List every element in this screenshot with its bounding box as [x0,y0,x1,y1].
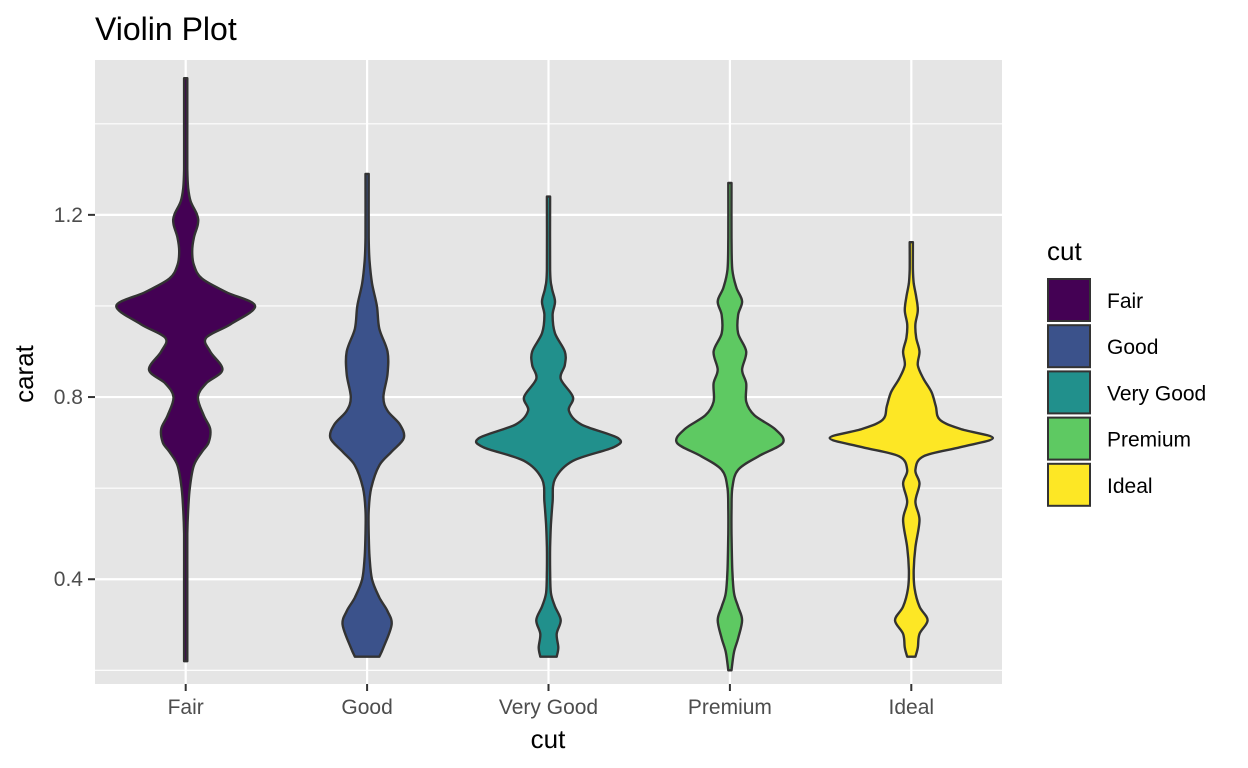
legend-title: cut [1047,236,1082,266]
legend-swatch-fair [1047,278,1091,322]
x-tick-label: Premium [688,696,772,719]
violin-premium [674,181,785,672]
chart-title: Violin Plot [95,11,237,47]
y-axis: 0.4 0.8 1.2 [54,204,95,591]
x-axis-title: cut [531,724,566,754]
legend-swatch-very-good [1047,370,1091,415]
violins [115,77,995,672]
x-axis: Fair Good Very Good Premium Ideal [168,684,934,719]
y-axis-title: carat [9,344,39,403]
violin-very-good [474,195,623,658]
legend: cut Fair Good Very Good Premium Ideal [1047,236,1206,507]
x-tick-label: Ideal [889,696,935,719]
legend-label: Ideal [1107,475,1153,498]
x-tick-label: Good [341,696,392,719]
legend-label: Premium [1107,429,1191,452]
legend-label: Good [1107,336,1158,359]
legend-label: Very Good [1107,382,1206,405]
legend-swatch-good [1047,324,1091,369]
y-tick-label: 0.8 [54,386,83,409]
y-tick-label: 0.4 [54,568,84,591]
violin-good [328,172,406,658]
violin-fair [115,77,257,663]
violin-ideal [828,241,995,658]
legend-swatch-premium [1047,416,1091,461]
legend-swatch-ideal [1047,462,1091,507]
x-tick-label: Very Good [499,696,598,719]
y-tick-label: 1.2 [54,204,83,227]
x-tick-label: Fair [168,696,204,719]
legend-label: Fair [1107,290,1143,313]
